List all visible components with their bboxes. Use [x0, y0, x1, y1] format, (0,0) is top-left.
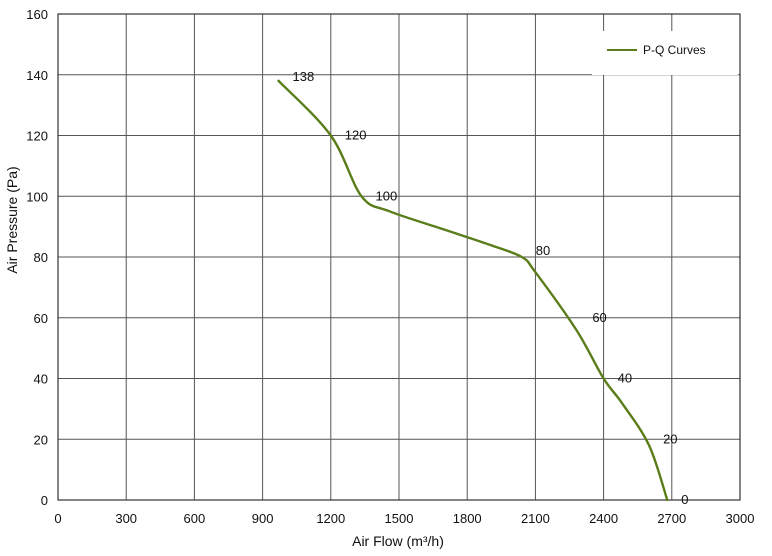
point-label-60: 60 [592, 310, 606, 325]
x-tick-label: 600 [184, 511, 206, 526]
y-tick-label: 20 [34, 432, 48, 447]
series-line-pq-curve [277, 79, 669, 502]
point-label-80: 80 [536, 243, 550, 258]
x-tick-label: 2700 [657, 511, 686, 526]
point-labels: 138 120 100 80 60 40 20 0 [293, 69, 689, 507]
x-axis-title: Air Flow (m³/h) [352, 533, 444, 549]
x-tick-label: 3000 [726, 511, 755, 526]
legend-entry-label: P-Q Curves [643, 43, 706, 57]
x-tick-label: 2100 [521, 511, 550, 526]
y-tick-label: 0 [41, 493, 48, 508]
x-tick-label: 0 [54, 511, 61, 526]
point-label-120: 120 [345, 128, 367, 143]
x-tick-label: 900 [252, 511, 274, 526]
legend: P-Q Curves [592, 31, 738, 75]
point-label-40: 40 [618, 371, 632, 386]
x-tick-label: 2400 [589, 511, 618, 526]
x-tick-label: 1200 [316, 511, 345, 526]
y-tick-label: 80 [34, 250, 48, 265]
y-tick-label: 160 [26, 7, 48, 22]
point-label-0: 0 [681, 492, 688, 507]
grid [57, 13, 741, 501]
tick-labels: 0 300 600 900 1200 1500 1800 2100 2400 2700 300002… [26, 7, 754, 526]
point-label-20: 20 [663, 431, 677, 446]
x-tick-label: 1500 [385, 511, 414, 526]
point-label-100: 100 [375, 188, 397, 203]
y-tick-label: 120 [26, 129, 48, 144]
series-layer [277, 79, 669, 502]
point-label-138: 138 [293, 69, 315, 84]
y-axis-title: Air Pressure (Pa) [4, 166, 20, 273]
legend-box [592, 31, 738, 75]
y-tick-label: 60 [34, 311, 48, 326]
x-tick-label: 1800 [453, 511, 482, 526]
x-tick-label: 300 [115, 511, 137, 526]
plot-frame [57, 13, 741, 501]
y-tick-label: 140 [26, 68, 48, 83]
y-tick-label: 100 [26, 189, 48, 204]
y-tick-label: 40 [34, 372, 48, 387]
